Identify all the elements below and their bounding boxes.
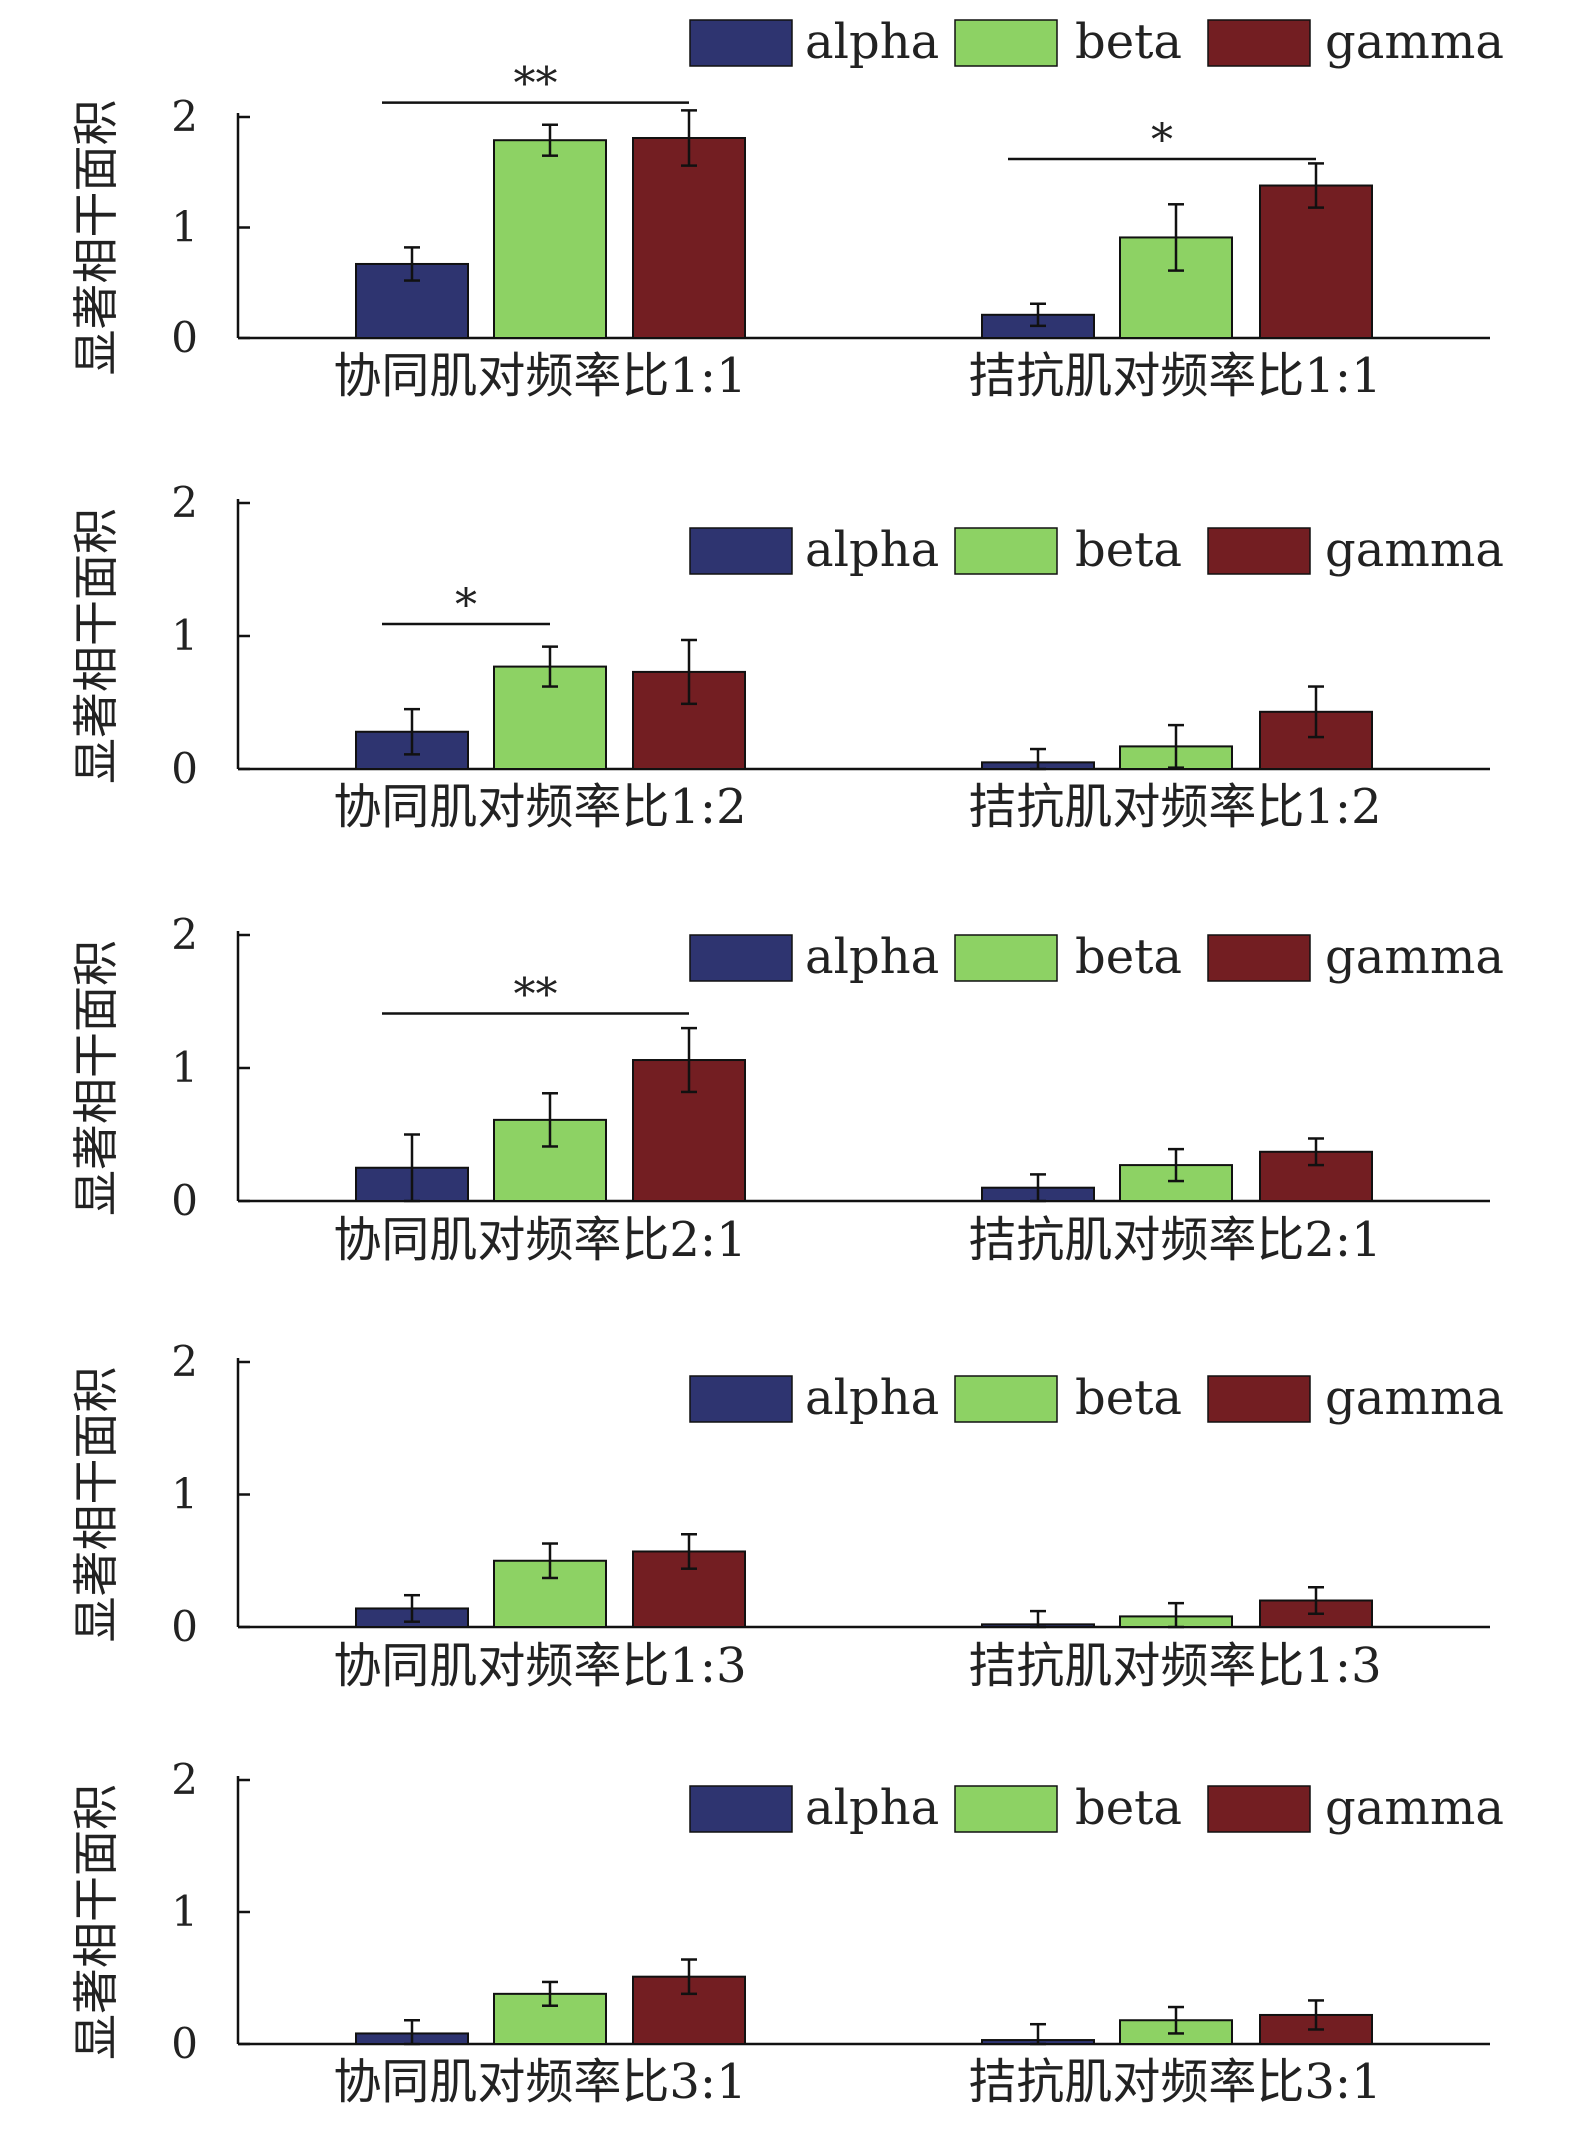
bar-gamma	[1259, 184, 1373, 339]
x-category-label: 协同肌对频率比2:1	[333, 1212, 746, 1268]
bar-beta	[493, 139, 607, 339]
chart-panel-3: 0 1 2 显著相干面积 ** 协同肌对频率比2:1 拮抗肌对频率比2:1 alpha beta…	[69, 910, 1504, 1268]
y-tick-label: 0	[171, 2019, 198, 2068]
x-category-label: 拮抗肌对频率比2:1	[968, 1212, 1381, 1268]
x-category-label: 协同肌对频率比3:1	[333, 2054, 746, 2110]
x-category-label: 协同肌对频率比1:3	[333, 1638, 746, 1694]
x-category-label: 拮抗肌对频率比1:2	[968, 779, 1381, 835]
x-category-label: 拮抗肌对频率比1:3	[968, 1638, 1381, 1694]
x-category-label: 协同肌对频率比1:1	[333, 348, 746, 404]
significance-marker: **	[514, 969, 558, 1020]
legend-label: beta	[1075, 1370, 1182, 1426]
legend-swatch-alpha	[689, 1375, 793, 1423]
legend-label: alpha	[805, 522, 939, 578]
y-tick-label: 2	[171, 1755, 198, 1804]
bar-gamma	[632, 136, 746, 339]
legend-swatch-beta	[954, 1375, 1058, 1423]
x-category-label: 协同肌对频率比1:2	[333, 779, 746, 835]
y-tick-label: 1	[171, 1887, 198, 1936]
y-tick-label: 1	[171, 203, 198, 252]
legend-label: gamma	[1325, 1370, 1504, 1426]
legend-label: beta	[1075, 522, 1182, 578]
legend-swatch-gamma	[1207, 934, 1311, 982]
legend-swatch-gamma	[1207, 19, 1311, 67]
y-tick-label: 2	[171, 1337, 198, 1386]
y-tick-label: 1	[171, 1043, 198, 1092]
y-axis-label: 显著相干面积	[69, 508, 123, 784]
legend-swatch-alpha	[689, 527, 793, 575]
y-tick-label: 2	[171, 478, 198, 527]
x-category-label: 拮抗肌对频率比1:1	[968, 348, 1381, 404]
x-category-label: 拮抗肌对频率比3:1	[968, 2054, 1381, 2110]
legend-label: gamma	[1325, 929, 1504, 985]
legend-swatch-gamma	[1207, 1375, 1311, 1423]
y-axis-label: 显著相干面积	[69, 1367, 123, 1643]
y-axis-label: 显著相干面积	[69, 940, 123, 1216]
significance-marker: **	[514, 59, 558, 110]
significance-marker: *	[455, 580, 477, 631]
y-tick-label: 1	[171, 1470, 198, 1519]
legend-label: gamma	[1325, 14, 1504, 70]
legend-swatch-gamma	[1207, 527, 1311, 575]
y-axis-label: 显著相干面积	[69, 100, 123, 376]
y-tick-label: 2	[171, 910, 198, 959]
legend-label: alpha	[805, 14, 939, 70]
legend-label: beta	[1075, 1780, 1182, 1836]
y-tick-label: 1	[171, 611, 198, 660]
legend-swatch-gamma	[1207, 1785, 1311, 1833]
y-tick-label: 0	[171, 744, 198, 793]
y-axis-label: 显著相干面积	[69, 1784, 123, 2060]
legend-swatch-beta	[954, 527, 1058, 575]
significance-marker: *	[1151, 115, 1173, 166]
y-tick-label: 0	[171, 313, 198, 362]
y-tick-label: 2	[171, 92, 198, 141]
legend-label: alpha	[805, 1780, 939, 1836]
legend-swatch-alpha	[689, 19, 793, 67]
legend-label: alpha	[805, 1370, 939, 1426]
legend-label: beta	[1075, 929, 1182, 985]
legend-swatch-alpha	[689, 934, 793, 982]
legend-label: gamma	[1325, 1780, 1504, 1836]
legend-swatch-alpha	[689, 1785, 793, 1833]
legend-swatch-beta	[954, 1785, 1058, 1833]
y-tick-label: 0	[171, 1602, 198, 1651]
chart-panel-2: 0 1 2 显著相干面积 * 协同肌对频率比1:2 拮抗肌对频率比1:2 alpha beta g…	[69, 478, 1504, 835]
y-tick-label: 0	[171, 1176, 198, 1225]
legend-label: alpha	[805, 929, 939, 985]
legend-swatch-beta	[954, 19, 1058, 67]
legend-label: gamma	[1325, 522, 1504, 578]
legend-label: beta	[1075, 14, 1182, 70]
legend-swatch-beta	[954, 934, 1058, 982]
